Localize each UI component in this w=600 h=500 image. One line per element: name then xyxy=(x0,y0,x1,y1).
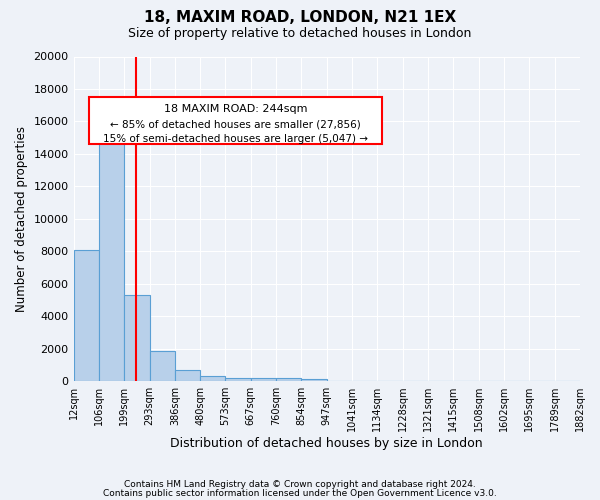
Bar xyxy=(226,378,251,381)
Text: Contains public sector information licensed under the Open Government Licence v3: Contains public sector information licen… xyxy=(103,488,497,498)
Text: 18 MAXIM ROAD: 244sqm: 18 MAXIM ROAD: 244sqm xyxy=(164,104,307,114)
Bar xyxy=(276,378,301,381)
X-axis label: Distribution of detached houses by size in London: Distribution of detached houses by size … xyxy=(170,437,483,450)
Bar xyxy=(251,378,276,381)
Text: 15% of semi-detached houses are larger (5,047) →: 15% of semi-detached houses are larger (… xyxy=(103,134,368,144)
Bar xyxy=(175,370,200,381)
Bar xyxy=(301,378,327,381)
Text: Contains HM Land Registry data © Crown copyright and database right 2024.: Contains HM Land Registry data © Crown c… xyxy=(124,480,476,489)
Y-axis label: Number of detached properties: Number of detached properties xyxy=(15,126,28,312)
Bar xyxy=(99,114,124,381)
Bar xyxy=(124,295,149,381)
Bar xyxy=(200,376,226,381)
Bar xyxy=(74,250,99,381)
Text: ← 85% of detached houses are smaller (27,856): ← 85% of detached houses are smaller (27… xyxy=(110,120,361,130)
Text: 18, MAXIM ROAD, LONDON, N21 1EX: 18, MAXIM ROAD, LONDON, N21 1EX xyxy=(144,10,456,25)
FancyBboxPatch shape xyxy=(89,97,382,144)
Text: Size of property relative to detached houses in London: Size of property relative to detached ho… xyxy=(128,28,472,40)
Bar xyxy=(149,351,175,381)
